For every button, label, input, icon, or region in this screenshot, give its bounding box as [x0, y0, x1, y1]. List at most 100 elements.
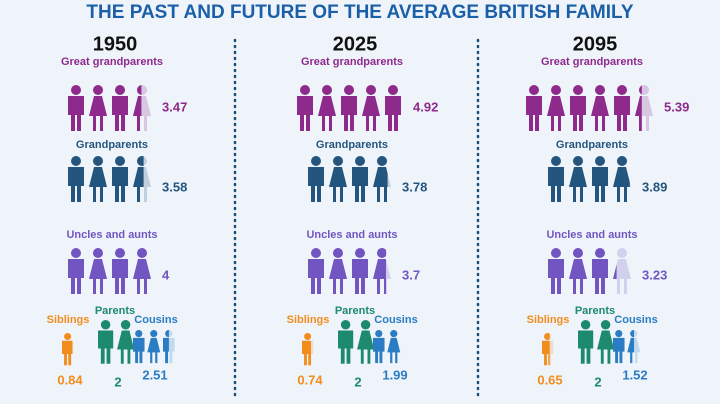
group-label: Great grandparents: [541, 56, 643, 68]
head: [344, 85, 354, 95]
body: [592, 167, 608, 202]
person-icon: [578, 320, 594, 364]
person-icon: [147, 330, 161, 364]
person-icon: [635, 85, 653, 131]
body: [542, 340, 550, 366]
head: [544, 333, 550, 340]
group-label: Parents: [575, 305, 615, 317]
head: [615, 330, 623, 338]
icon-part: [635, 85, 642, 131]
person-icon: [338, 320, 354, 364]
person-icon: [613, 248, 631, 294]
icon-part: [133, 85, 142, 131]
body: [68, 167, 84, 202]
person-icon: [352, 156, 368, 202]
body: [526, 96, 542, 131]
icon-part: [163, 330, 169, 364]
icon-part: [62, 333, 73, 366]
group-label: Grandparents: [316, 139, 388, 151]
body: [591, 96, 609, 131]
body: [578, 330, 594, 364]
group-value: 0.84: [57, 372, 83, 387]
group-label: Uncles and aunts: [306, 229, 397, 241]
group-value: 3.89: [642, 179, 667, 194]
body: [357, 330, 375, 364]
group-value: 0.74: [297, 372, 323, 387]
head: [71, 85, 81, 95]
body: [570, 96, 586, 131]
person-icon: [117, 320, 135, 364]
group-label: Grandparents: [556, 139, 628, 151]
person-icon: [329, 156, 347, 202]
person-icon: [592, 248, 608, 294]
body: [627, 337, 635, 364]
person-icon: [627, 330, 641, 364]
head: [600, 320, 611, 330]
head: [617, 248, 627, 258]
body: [352, 167, 368, 202]
head: [355, 248, 365, 258]
person-icon: [542, 333, 554, 366]
person-icon: [163, 330, 175, 364]
head: [115, 156, 125, 166]
icon-part: [542, 333, 550, 366]
body: [385, 96, 401, 131]
icon-remainder: [613, 248, 631, 294]
head: [115, 248, 125, 258]
group-label: Great grandparents: [61, 56, 163, 68]
body: [329, 259, 347, 294]
group-label: Cousins: [134, 314, 177, 326]
group-value: 5.39: [664, 99, 689, 114]
head: [333, 248, 343, 258]
body: [302, 340, 311, 366]
person-icon: [341, 85, 357, 131]
body: [98, 330, 114, 364]
icon-part: [613, 156, 630, 202]
group-label: Cousins: [614, 314, 657, 326]
body: [341, 96, 357, 131]
group-value: 2: [354, 374, 361, 389]
body: [133, 259, 151, 294]
icon-part: [627, 330, 635, 364]
group-label: Cousins: [374, 314, 417, 326]
group-value: 4.92: [413, 99, 438, 114]
head: [617, 156, 627, 166]
body: [592, 259, 608, 294]
body: [569, 259, 587, 294]
head: [388, 85, 398, 95]
group-label: Uncles and aunts: [546, 229, 637, 241]
body: [112, 167, 128, 202]
person-icon: [68, 248, 84, 294]
person-icon: [592, 156, 608, 202]
group-label: Parents: [95, 305, 135, 317]
body: [635, 96, 642, 131]
person-icon: [548, 156, 564, 202]
person-icon: [112, 156, 128, 202]
head: [137, 248, 147, 258]
head: [311, 248, 321, 258]
group-value: 3.23: [642, 267, 667, 282]
head: [100, 320, 111, 330]
person-icon: [308, 248, 324, 294]
person-icon: [362, 85, 380, 131]
body: [117, 330, 135, 364]
body: [68, 259, 84, 294]
body: [318, 96, 336, 131]
head: [573, 248, 583, 258]
head: [322, 85, 332, 95]
person-icon: [387, 330, 401, 364]
head: [71, 156, 81, 166]
year: 2025: [333, 33, 378, 55]
head: [573, 156, 583, 166]
head: [137, 85, 142, 95]
person-icon: [133, 156, 151, 202]
head: [64, 333, 72, 340]
body: [89, 167, 107, 202]
group-value: 0.65: [537, 372, 562, 387]
body: [373, 167, 388, 202]
person-icon: [526, 85, 542, 131]
person-icon: [385, 85, 401, 131]
head: [551, 248, 561, 258]
